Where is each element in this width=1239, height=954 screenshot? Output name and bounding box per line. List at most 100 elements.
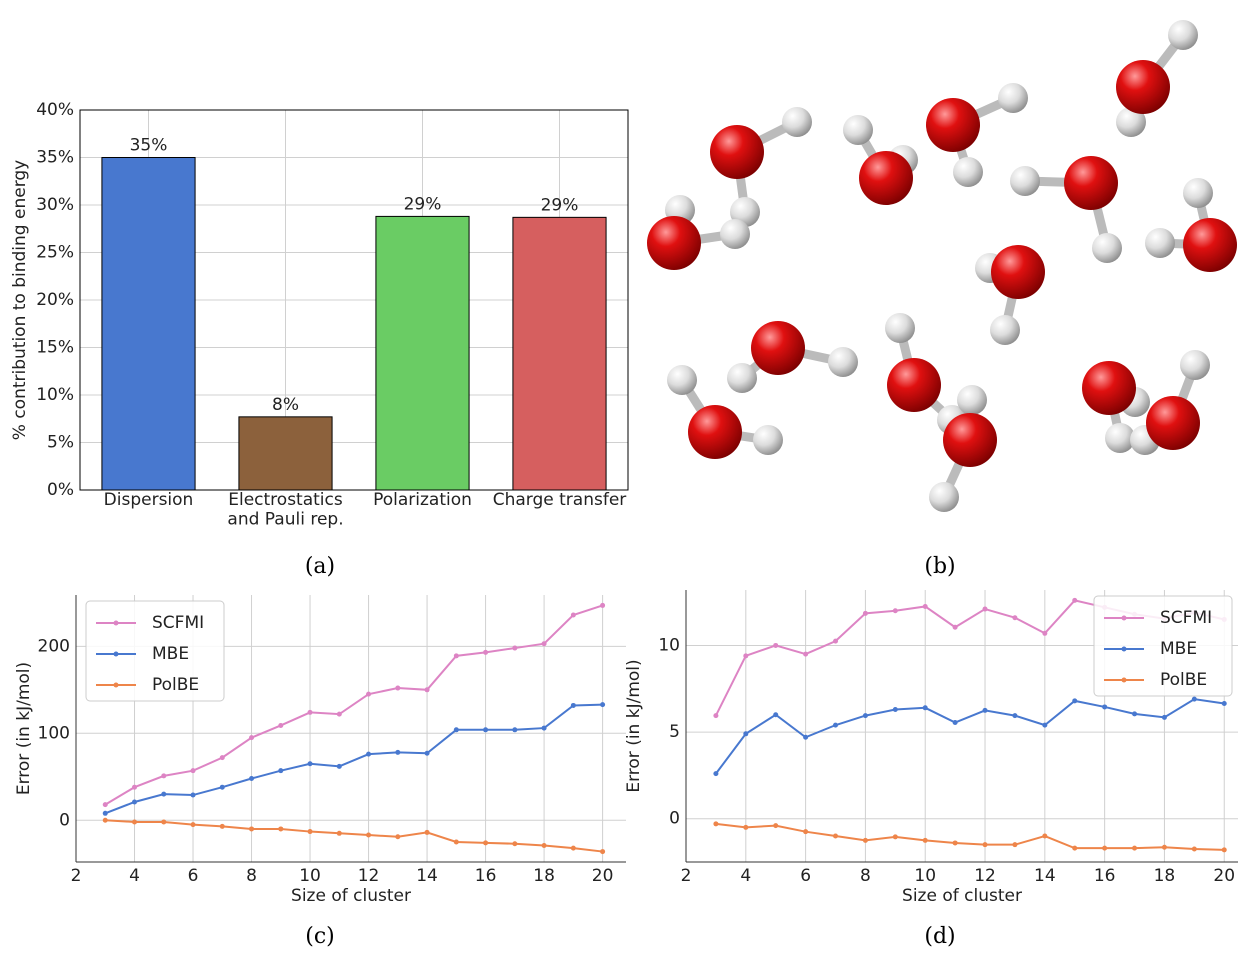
legend-label: MBE	[152, 644, 189, 664]
point	[571, 613, 576, 618]
value-label: 35%	[130, 136, 168, 156]
y-tick-label: 5	[669, 722, 680, 742]
panel-caption: (a)	[305, 554, 335, 579]
y-axis-label: % contribution to binding energy	[10, 160, 30, 440]
x-tick-label: 2	[71, 866, 82, 886]
value-label: 8%	[272, 395, 299, 415]
point	[278, 768, 283, 773]
point	[1162, 845, 1167, 850]
point	[571, 846, 576, 851]
x-tick-label: 14	[1034, 866, 1056, 886]
point	[103, 802, 108, 807]
point	[337, 712, 342, 717]
point	[1222, 701, 1227, 706]
legend-label: PolBE	[1160, 670, 1207, 690]
point	[191, 793, 196, 798]
point	[893, 834, 898, 839]
water-cluster-image	[647, 20, 1237, 512]
bar	[376, 216, 469, 490]
figure: (b) 0%5%10%15%20%25%30%35%40%35%Dispersi…	[0, 0, 1239, 954]
point	[833, 639, 838, 644]
y-tick-label: 40%	[36, 100, 74, 120]
hydrogen-atom	[1183, 178, 1213, 208]
point	[220, 755, 225, 760]
point	[923, 838, 928, 843]
x-tick-label: 16	[475, 866, 497, 886]
point	[425, 687, 430, 692]
point	[1162, 715, 1167, 720]
point	[161, 773, 166, 778]
legend-marker	[114, 683, 119, 688]
oxygen-atom	[1146, 396, 1200, 450]
point	[893, 608, 898, 613]
point	[132, 799, 137, 804]
point	[395, 834, 400, 839]
hydrogen-atom	[1180, 350, 1210, 380]
point	[308, 710, 313, 715]
oxygen-atom	[1064, 156, 1118, 210]
point	[863, 611, 868, 616]
point	[191, 822, 196, 827]
point	[132, 785, 137, 790]
x-tick-label: 12	[974, 866, 996, 886]
point	[983, 607, 988, 612]
oxygen-atom	[991, 245, 1045, 299]
hydrogen-atom	[782, 107, 812, 137]
y-axis-label: Error (in kJ/mol)	[624, 659, 644, 792]
bar	[239, 417, 332, 490]
bar	[102, 158, 195, 491]
point	[773, 712, 778, 717]
hydrogen-atom	[953, 157, 983, 187]
x-tick-label: Charge transfer	[493, 490, 627, 510]
series-line	[105, 820, 602, 851]
point	[337, 764, 342, 769]
point	[132, 819, 137, 824]
point	[366, 692, 371, 697]
x-tick-label: 10	[914, 866, 936, 886]
point	[743, 653, 748, 658]
y-tick-label: 0	[669, 809, 680, 829]
point	[600, 603, 605, 608]
point	[395, 686, 400, 691]
hydrogen-atom	[720, 219, 750, 249]
x-axis-label: Size of cluster	[291, 886, 411, 906]
point	[454, 653, 459, 658]
hydrogen-atom	[1010, 166, 1040, 196]
point	[983, 842, 988, 847]
panel-caption: (b)	[924, 554, 955, 579]
point	[1222, 847, 1227, 852]
point	[863, 713, 868, 718]
point	[953, 625, 958, 630]
hydrogen-atom	[843, 115, 873, 145]
point	[220, 785, 225, 790]
series-line	[105, 705, 602, 814]
x-tick-label: 18	[533, 866, 555, 886]
point	[278, 826, 283, 831]
panel-caption: (d)	[924, 924, 955, 949]
oxygen-atom	[751, 321, 805, 375]
point	[863, 838, 868, 843]
point	[1132, 846, 1137, 851]
y-tick-label: 10	[658, 635, 680, 655]
point	[103, 818, 108, 823]
x-tick-label: 18	[1154, 866, 1176, 886]
point	[600, 702, 605, 707]
point	[278, 723, 283, 728]
oxygen-atom	[1116, 60, 1170, 114]
y-tick-label: 200	[38, 636, 70, 656]
point	[713, 821, 718, 826]
legend-marker	[1122, 647, 1127, 652]
hydrogen-atom	[1168, 20, 1198, 50]
point	[600, 849, 605, 854]
x-tick-label: 10	[299, 866, 321, 886]
hydrogen-atom	[828, 347, 858, 377]
point	[1042, 723, 1047, 728]
point	[249, 776, 254, 781]
legend-label: MBE	[1160, 639, 1197, 659]
point	[542, 641, 547, 646]
point	[983, 708, 988, 713]
point	[161, 819, 166, 824]
x-tick-label: 6	[800, 866, 811, 886]
oxygen-atom	[1082, 361, 1136, 415]
legend-label: SCFMI	[152, 613, 204, 633]
